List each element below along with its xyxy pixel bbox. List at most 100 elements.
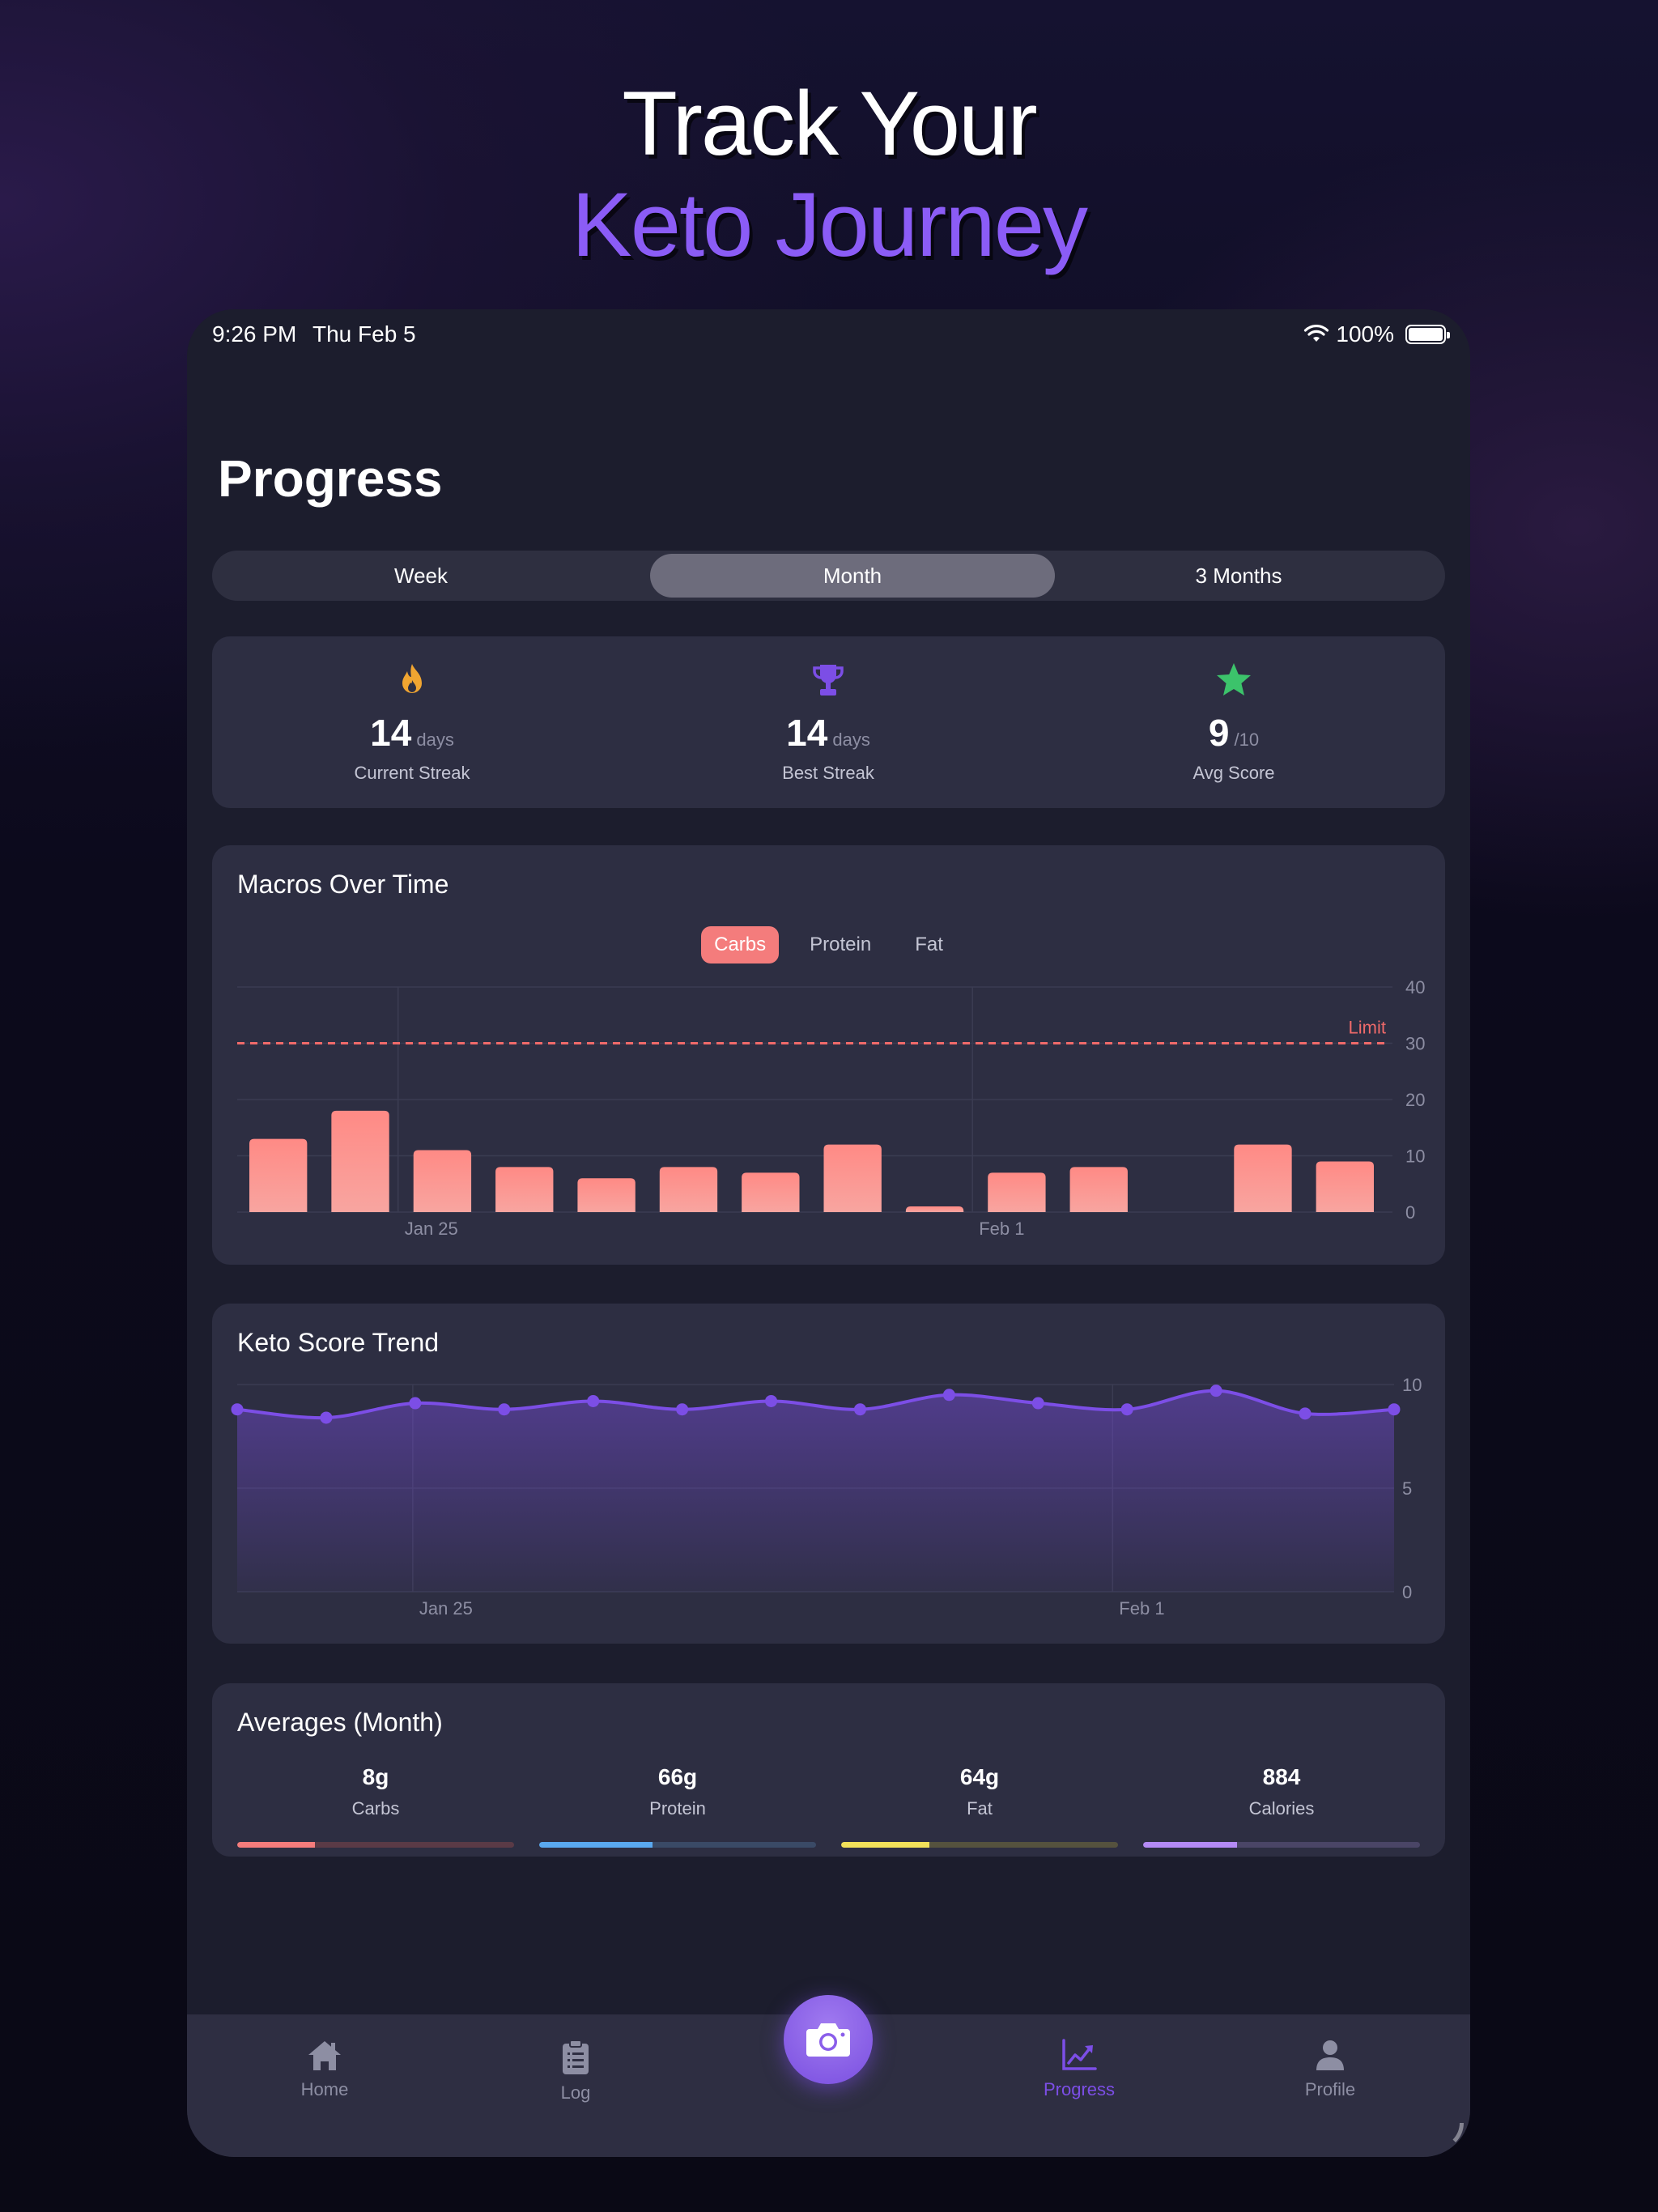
avg-score-value: 9/10 [1208,712,1260,754]
carbs-bar [249,1138,308,1212]
current-streak-value: 14 days [370,712,454,754]
macro-tab-fat[interactable]: Fat [915,934,943,955]
score-point [1120,1403,1133,1416]
tab-progress[interactable]: Progress [998,2039,1160,2100]
carbs-bar [331,1110,389,1212]
score-point [1031,1397,1044,1410]
average-carbs-bar [237,1842,514,1848]
keto-score-area-chart: 0 5 10 Jan 25 Feb 1 [231,1375,1422,1619]
score-line [236,1389,1395,1420]
macro-filter-tabs: Carbs Protein Fat [212,926,1445,963]
macros-bar-chart: 0 10 20 30 40 Jan 25 Feb 1 Limit [237,977,1425,1239]
hero-title-line1: Track Your [622,73,1037,174]
tab-profile-label: Profile [1304,2079,1356,2099]
average-fat-label: Fat [967,1798,993,1819]
score-point [676,1403,689,1416]
y-tick-label: 0 [1405,1202,1415,1223]
current-streak-label: Current Streak [354,763,470,783]
score-point [1388,1403,1401,1416]
score-point [320,1411,333,1424]
status-time: 9:26 PM [212,321,297,347]
x-tick-label: Jan 25 [419,1598,473,1619]
best-streak-unit: days [832,730,870,750]
average-carbs-label: Carbs [351,1798,400,1819]
battery-icon [1405,325,1450,344]
tab-log[interactable]: Log [495,2039,657,2104]
average-calories-value: 884 [1262,1764,1301,1789]
status-bar: 9:26 PM Thu Feb 5 100% [187,309,1470,358]
average-protein-value: 66g [657,1764,698,1789]
y-tick-label: 30 [1405,1034,1425,1054]
page-title: Progress [218,449,443,508]
y-tick-label: 0 [1402,1582,1412,1602]
trend-card-title: Keto Score Trend [237,1328,440,1357]
carbs-bar [905,1206,964,1212]
x-tick-label: Feb 1 [979,1219,1024,1239]
stat-best-streak: 14 days Best Streak [666,636,990,808]
score-point [498,1403,511,1416]
average-protein-label: Protein [649,1798,706,1819]
best-streak-label: Best Streak [782,763,874,783]
chart-icon [1062,2039,1097,2070]
average-calories: 884 Calories [1143,1764,1420,1848]
trophy-icon [813,665,844,696]
macro-tab-carbs[interactable]: Carbs [701,926,780,963]
tablet-screen: 9:26 PM Thu Feb 5 100% Progress Week Mon… [187,309,1470,2157]
score-point [853,1403,866,1416]
camera-icon [806,2023,850,2057]
y-tick-label: 10 [1402,1375,1422,1395]
average-protein: 66g Protein [539,1764,816,1848]
range-tab-3-months[interactable]: 3 Months [1195,563,1282,588]
average-fat: 64g Fat [841,1764,1118,1848]
hero-title-line2: Keto Journey [572,174,1088,275]
carbs-bar [1069,1167,1128,1212]
average-protein-bar [539,1842,816,1848]
keto-score-trend-card: Keto Score Trend 0 5 10 Jan 25 Feb 1 [212,1304,1445,1644]
range-segmented-control: Week Month 3 Months [212,551,1445,601]
carbs-bar [413,1150,472,1212]
status-indicators: 100% [1303,321,1450,347]
carbs-bar [495,1167,554,1212]
tab-progress-label: Progress [1043,2079,1116,2099]
stat-current-streak: 14 days Current Streak [250,636,574,808]
x-tick-label: Feb 1 [1119,1598,1164,1619]
tab-profile[interactable]: Profile [1249,2039,1411,2100]
star-icon [1217,663,1251,696]
stat-avg-score: 9/10 Avg Score [1072,636,1396,808]
average-carbs-value: 8g [362,1764,389,1789]
best-streak-value: 14 days [786,712,870,754]
score-point [1209,1385,1222,1397]
score-point [231,1403,244,1416]
wifi-icon [1304,325,1329,342]
score-point [765,1394,778,1407]
limit-label: Limit [1349,1018,1386,1038]
camera-button[interactable] [784,1995,873,2084]
flame-icon [402,664,422,693]
current-streak-unit: days [416,730,454,750]
range-tab-week[interactable]: Week [394,563,448,588]
macros-chart-card: Macros Over Time Carbs Protein Fat 0 10 20… [212,845,1445,1265]
averages-card: Averages (Month) 8g Carbs 66g Protein 64… [212,1683,1445,1857]
tab-home-label: Home [300,2079,349,2099]
tab-home[interactable]: Home [244,2039,406,2100]
carbs-bar [577,1178,636,1212]
streak-stats-card: 14 days Current Streak 14 days Best Streak… [212,636,1445,808]
y-tick-label: 5 [1402,1478,1412,1499]
y-tick-label: 20 [1405,1090,1425,1110]
carbs-bar [1316,1161,1374,1212]
battery-percentage: 100% [1336,321,1394,347]
macros-card-title: Macros Over Time [237,870,449,899]
score-point [942,1389,955,1402]
score-point [587,1394,600,1407]
clipboard-icon [563,2040,589,2074]
range-tab-month[interactable]: Month [650,554,1055,598]
score-point [1299,1407,1312,1420]
hero-heading: Track Your Keto Journey [0,73,1658,275]
status-date: Thu Feb 5 [312,321,416,347]
person-icon [1316,2040,1344,2070]
average-calories-bar [1143,1842,1420,1848]
macro-tab-protein[interactable]: Protein [810,934,872,955]
y-tick-label: 10 [1405,1146,1425,1167]
average-fat-value: 64g [959,1764,1000,1789]
carbs-bar [988,1172,1046,1212]
